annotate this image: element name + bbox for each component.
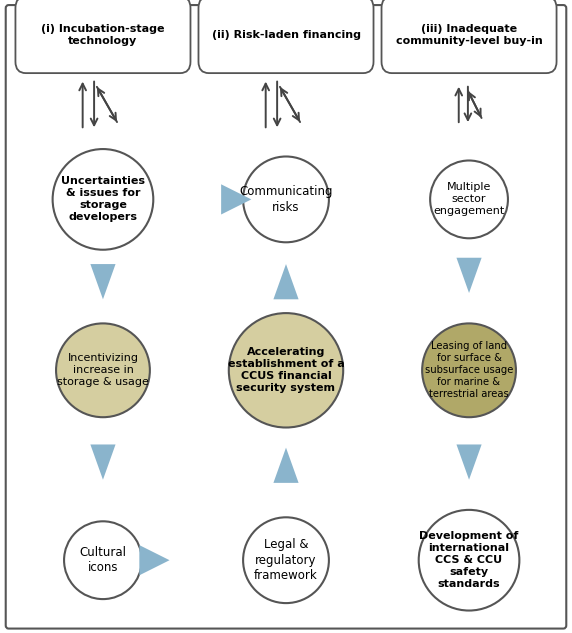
Polygon shape: [273, 448, 299, 483]
Text: Accelerating
establishment of a
CCUS financial
security system: Accelerating establishment of a CCUS fin…: [228, 348, 344, 393]
Polygon shape: [140, 545, 169, 575]
Text: Multiple
sector
engagement: Multiple sector engagement: [434, 182, 505, 216]
FancyBboxPatch shape: [198, 0, 374, 73]
Ellipse shape: [430, 161, 508, 238]
Text: Incentivizing
increase in
storage & usage: Incentivizing increase in storage & usag…: [57, 353, 149, 387]
Ellipse shape: [56, 323, 150, 417]
Text: (i) Incubation-stage
technology: (i) Incubation-stage technology: [41, 23, 165, 46]
Polygon shape: [456, 444, 482, 480]
Polygon shape: [90, 444, 116, 480]
FancyBboxPatch shape: [382, 0, 557, 73]
Text: Legal &
regulatory
framework: Legal & regulatory framework: [254, 538, 318, 582]
Polygon shape: [90, 264, 116, 299]
Polygon shape: [221, 184, 251, 215]
Ellipse shape: [229, 313, 343, 427]
Polygon shape: [273, 264, 299, 299]
Ellipse shape: [53, 149, 153, 250]
Ellipse shape: [64, 522, 142, 599]
Text: (ii) Risk-laden financing: (ii) Risk-laden financing: [212, 30, 360, 40]
Polygon shape: [456, 258, 482, 293]
FancyBboxPatch shape: [15, 0, 190, 73]
Text: Uncertainties
& issues for
storage
developers: Uncertainties & issues for storage devel…: [61, 177, 145, 222]
Text: (iii) Inadequate
community-level buy-in: (iii) Inadequate community-level buy-in: [396, 23, 542, 46]
Ellipse shape: [422, 323, 516, 417]
Ellipse shape: [419, 510, 519, 611]
Text: Development of
international
CCS & CCU
safety
standards: Development of international CCS & CCU s…: [419, 531, 519, 589]
Text: Communicating
risks: Communicating risks: [239, 185, 333, 214]
Ellipse shape: [243, 156, 329, 242]
Ellipse shape: [243, 517, 329, 603]
Text: Cultural
icons: Cultural icons: [80, 546, 126, 575]
Text: Leasing of land
for surface &
subsurface usage
for marine &
terrestrial areas: Leasing of land for surface & subsurface…: [425, 341, 513, 399]
